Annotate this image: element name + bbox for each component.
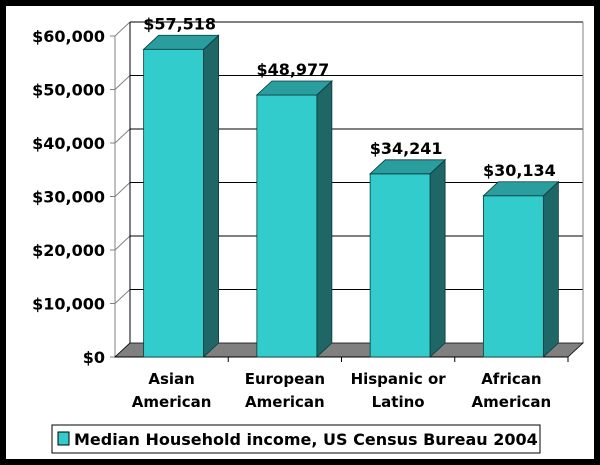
side-wall-tick [114,235,131,251]
bar-front [143,48,205,358]
bar-front [256,94,318,358]
y-tick-label: $0 [83,348,105,367]
y-tick-label: $10,000 [32,295,105,314]
x-category-label: American [472,393,552,411]
x-category-label: Latino [372,393,425,411]
y-tick-label: $30,000 [32,188,105,207]
x-category-label: Asian [148,370,194,388]
side-wall-tick [114,75,131,90]
legend-box [51,424,541,454]
y-tick-label: $50,000 [32,81,105,100]
legend-label: Median Household income, US Census Burea… [74,430,538,449]
data-label: $57,518 [143,14,216,33]
bar-top [369,159,447,175]
bar-top [482,181,560,197]
bar-front [369,173,431,358]
y-tick-label: $60,000 [32,27,105,46]
x-category-label: European [245,370,325,388]
bar-side [203,34,220,358]
bar-top [255,80,333,96]
x-category-label: American [245,393,325,411]
side-wall-tick [114,289,131,304]
side-wall-tick [114,21,131,37]
data-label: $48,977 [256,60,329,79]
x-category-label: African [481,370,541,388]
bar-side [542,180,559,358]
bar-side [429,158,446,358]
y-tick-label: $20,000 [32,241,105,260]
data-label: $34,241 [370,139,443,158]
legend-swatch-icon [57,431,70,446]
bar-side [316,80,333,358]
x-category-label: Hispanic or [351,370,447,388]
y-tick-label: $40,000 [32,134,105,153]
side-wall-tick [114,182,131,197]
side-wall-tick [114,128,131,144]
bar-front [482,195,544,358]
x-category-label: American [132,393,212,411]
bar-top [142,34,220,50]
data-label: $30,134 [483,161,556,180]
